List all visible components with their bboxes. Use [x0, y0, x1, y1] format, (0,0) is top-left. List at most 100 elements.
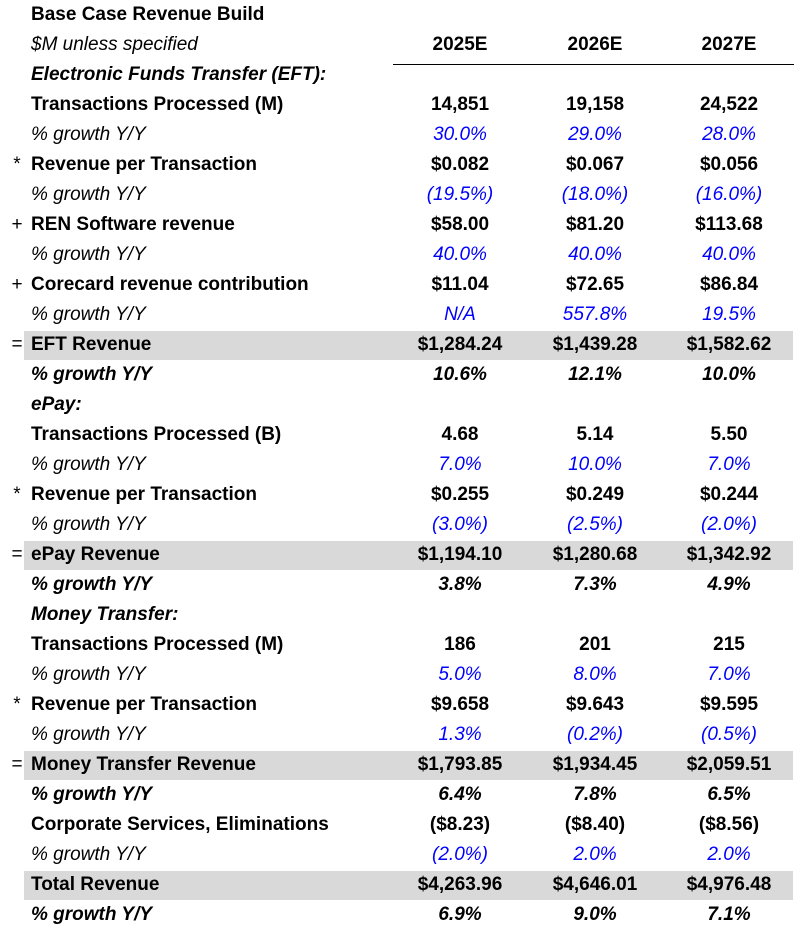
cell-2026e: $81.20 — [565, 214, 625, 235]
row-operator — [10, 660, 24, 690]
table-row: % growth Y/Y 5.0% 8.0% 7.0% — [0, 660, 806, 690]
table-row: % growth Y/Y (2.0%) 2.0% 2.0% — [0, 840, 806, 870]
table-row: Corporate Services, Eliminations ($8.23) (… — [0, 810, 806, 840]
table-row: Transactions Processed (M) 14,851 19,158 24… — [0, 90, 806, 120]
table-row: % growth Y/Y (19.5%) (18.0%) (16.0%) — [0, 180, 806, 210]
cell-2025e — [395, 390, 525, 420]
cell-2025e: 186 — [444, 634, 476, 655]
cell-2027e: 6.5% — [707, 784, 751, 805]
table-row: + REN Software revenue $58.00 $81.20 $113.68 — [0, 210, 806, 240]
cell-2027e: 10.0% — [702, 364, 756, 385]
table-row: Electronic Funds Transfer (EFT): — [0, 60, 806, 90]
cell-2027e: $0.056 — [699, 154, 759, 175]
row-label: Revenue per Transaction — [31, 694, 257, 715]
table-row: * Revenue per Transaction $0.255 $0.249 $0.2… — [0, 480, 806, 510]
column-header-2025e: 2025E — [432, 34, 488, 55]
row-label: % growth Y/Y — [31, 364, 153, 385]
total-row-shading — [24, 871, 793, 900]
cell-2025e: $11.04 — [431, 274, 489, 295]
row-label: EFT Revenue — [31, 334, 152, 355]
cell-2025e: ($8.23) — [429, 814, 491, 835]
row-operator — [10, 870, 24, 900]
cell-2027e: $2,059.51 — [686, 754, 772, 775]
row-operator — [10, 360, 24, 390]
header-row: $M unless specified 2025E 2026E 2027E — [0, 30, 806, 60]
cell-2026e: $1,439.28 — [552, 334, 638, 355]
cell-2025e: 1.3% — [438, 724, 482, 745]
cell-2026e: $4,646.01 — [552, 874, 638, 895]
cell-2025e: $1,284.24 — [417, 334, 503, 355]
row-label: Transactions Processed (M) — [31, 634, 284, 655]
row-operator — [10, 810, 24, 840]
cell-2026e: ($8.40) — [564, 814, 626, 835]
row-operator — [10, 180, 24, 210]
row-label: Electronic Funds Transfer (EFT): — [31, 64, 327, 85]
cell-2027e: 7.0% — [707, 664, 751, 685]
cell-2025e: 7.0% — [438, 454, 482, 475]
cell-2027e: 40.0% — [702, 244, 756, 265]
cell-2025e: N/A — [444, 304, 476, 325]
cell-2025e: 4.68 — [441, 424, 479, 445]
cell-2027e: 7.0% — [707, 454, 751, 475]
table-row: % growth Y/Y 7.0% 10.0% 7.0% — [0, 450, 806, 480]
table-row: Transactions Processed (M) 186 201 215 — [0, 630, 806, 660]
cell-2026e: (0.2%) — [567, 724, 623, 745]
cell-2026e: $9.643 — [565, 694, 625, 715]
cell-2026e: 29.0% — [568, 124, 622, 145]
table-title: Base Case Revenue Build — [31, 4, 265, 25]
total-row-shading — [24, 541, 793, 570]
table-row: = EFT Revenue $1,284.24 $1,439.28 $1,582.62 — [0, 330, 806, 360]
cell-2025e: $1,194.10 — [417, 544, 503, 565]
row-label: Transactions Processed (B) — [31, 424, 282, 445]
table-row: Total Revenue $4,263.96 $4,646.01 $4,976.48 — [0, 870, 806, 900]
row-operator — [10, 240, 24, 270]
cell-2026e: 7.8% — [573, 784, 617, 805]
row-label: Transactions Processed (M) — [31, 94, 284, 115]
cell-2026e — [530, 600, 660, 630]
row-operator — [10, 90, 24, 120]
cell-2026e: 557.8% — [562, 304, 628, 325]
table-row: Money Transfer: — [0, 600, 806, 630]
cell-2025e: 40.0% — [433, 244, 487, 265]
cell-2025e: $9.658 — [430, 694, 490, 715]
row-label: Corporate Services, Eliminations — [31, 814, 329, 835]
cell-2025e: $0.082 — [430, 154, 490, 175]
row-operator: + — [11, 274, 23, 295]
total-row-shading — [24, 751, 793, 780]
cell-2027e: ($8.56) — [698, 814, 760, 835]
cell-2027e: (16.0%) — [695, 184, 763, 205]
row-label: % growth Y/Y — [31, 304, 146, 325]
cell-2027e: 4.9% — [707, 574, 751, 595]
cell-2027e: 19.5% — [702, 304, 756, 325]
table-row: % growth Y/Y 6.4% 7.8% 6.5% — [0, 780, 806, 810]
cell-2025e: $58.00 — [430, 214, 490, 235]
cell-2025e: (19.5%) — [426, 184, 494, 205]
row-operator — [10, 720, 24, 750]
cell-2027e: $113.68 — [695, 214, 763, 235]
cell-2027e: 215 — [713, 634, 745, 655]
table-row: = Money Transfer Revenue $1,793.85 $1,934.4… — [0, 750, 806, 780]
cell-2026e: $0.249 — [565, 484, 625, 505]
row-operator — [10, 780, 24, 810]
cell-2027e — [664, 600, 794, 630]
cell-2027e: $0.244 — [699, 484, 759, 505]
cell-2025e: $1,793.85 — [417, 754, 503, 775]
cell-2027e: $9.595 — [699, 694, 759, 715]
row-operator — [10, 840, 24, 870]
cell-2026e: $72.65 — [565, 274, 625, 295]
row-label: Revenue per Transaction — [31, 484, 257, 505]
total-row-shading — [24, 331, 793, 360]
row-operator — [10, 600, 24, 630]
row-label: Total Revenue — [31, 874, 160, 895]
table-row: % growth Y/Y 6.9% 9.0% 7.1% — [0, 900, 806, 930]
row-operator: * — [13, 694, 21, 715]
row-operator — [10, 570, 24, 600]
cell-2026e: 9.0% — [573, 904, 617, 925]
row-operator: + — [11, 214, 23, 235]
row-label: % growth Y/Y — [31, 844, 146, 865]
cell-2025e: 5.0% — [438, 664, 482, 685]
cell-2027e: 28.0% — [702, 124, 756, 145]
row-label: Revenue per Transaction — [31, 154, 257, 175]
cell-2026e: $1,280.68 — [552, 544, 638, 565]
